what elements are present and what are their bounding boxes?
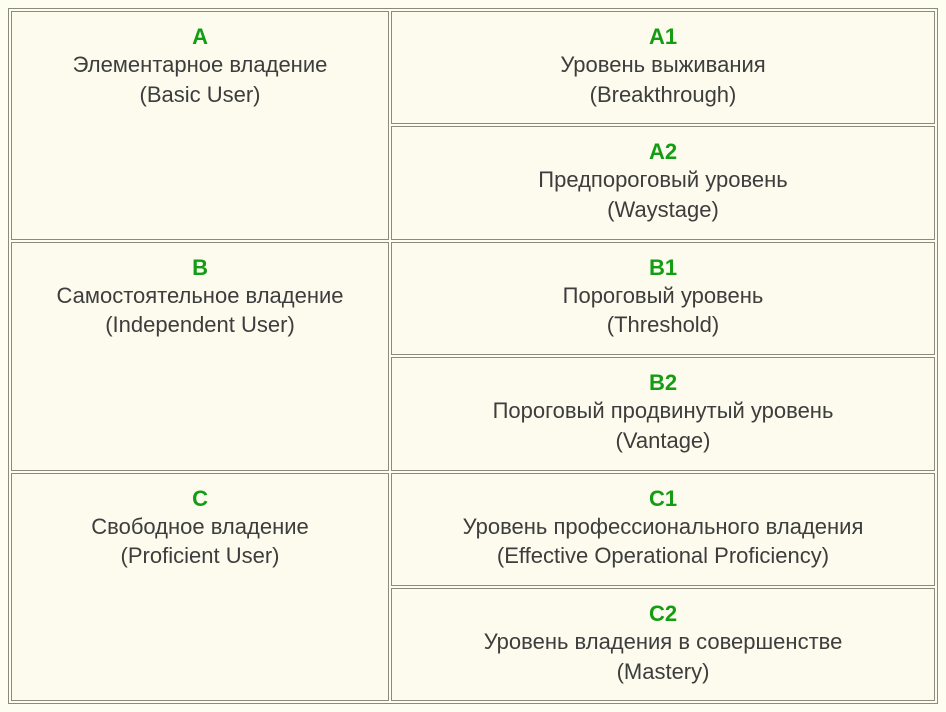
group-title-en: (Basic User) <box>22 80 378 110</box>
level-title-ru: Пороговый продвинутый уровень <box>402 396 924 426</box>
level-title-en: (Threshold) <box>402 310 924 340</box>
table-row: B Самостоятельное владение (Independent … <box>11 242 935 355</box>
level-title-ru: Уровень владения в совершенстве <box>402 627 924 657</box>
level-title-en: (Waystage) <box>402 195 924 225</box>
group-cell-b: B Самостоятельное владение (Independent … <box>11 242 389 471</box>
group-title-en: (Proficient User) <box>22 541 378 571</box>
group-code: C <box>22 486 378 512</box>
table-body: A Элементарное владение (Basic User) A1 … <box>11 11 935 701</box>
level-title-en: (Vantage) <box>402 426 924 456</box>
group-title-ru: Свободное владение <box>22 512 378 542</box>
level-code: C2 <box>402 601 924 627</box>
group-cell-a: A Элементарное владение (Basic User) <box>11 11 389 240</box>
group-title-ru: Самостоятельное владение <box>22 281 378 311</box>
level-code: B1 <box>402 255 924 281</box>
table-row: A Элементарное владение (Basic User) A1 … <box>11 11 935 124</box>
level-cell-c2: C2 Уровень владения в совершенстве (Mast… <box>391 588 935 701</box>
level-title-en: (Mastery) <box>402 657 924 687</box>
level-cell-c1: C1 Уровень профессионального владения (E… <box>391 473 935 586</box>
level-title-ru: Уровень профессионального владения <box>402 512 924 542</box>
group-title-ru: Элементарное владение <box>22 50 378 80</box>
level-code: B2 <box>402 370 924 396</box>
group-cell-c: C Свободное владение (Proficient User) <box>11 473 389 702</box>
level-title-en: (Breakthrough) <box>402 80 924 110</box>
group-title-en: (Independent User) <box>22 310 378 340</box>
cefr-levels-table: A Элементарное владение (Basic User) A1 … <box>8 8 938 704</box>
level-code: A1 <box>402 24 924 50</box>
level-code: A2 <box>402 139 924 165</box>
level-title-ru: Пороговый уровень <box>402 281 924 311</box>
group-code: A <box>22 24 378 50</box>
level-title-ru: Предпороговый уровень <box>402 165 924 195</box>
level-cell-b1: B1 Пороговый уровень (Threshold) <box>391 242 935 355</box>
group-code: B <box>22 255 378 281</box>
level-code: C1 <box>402 486 924 512</box>
level-title-en: (Effective Operational Proficiency) <box>402 541 924 571</box>
level-cell-b2: B2 Пороговый продвинутый уровень (Vantag… <box>391 357 935 470</box>
level-cell-a1: A1 Уровень выживания (Breakthrough) <box>391 11 935 124</box>
table-row: C Свободное владение (Proficient User) C… <box>11 473 935 586</box>
level-title-ru: Уровень выживания <box>402 50 924 80</box>
level-cell-a2: A2 Предпороговый уровень (Waystage) <box>391 126 935 239</box>
